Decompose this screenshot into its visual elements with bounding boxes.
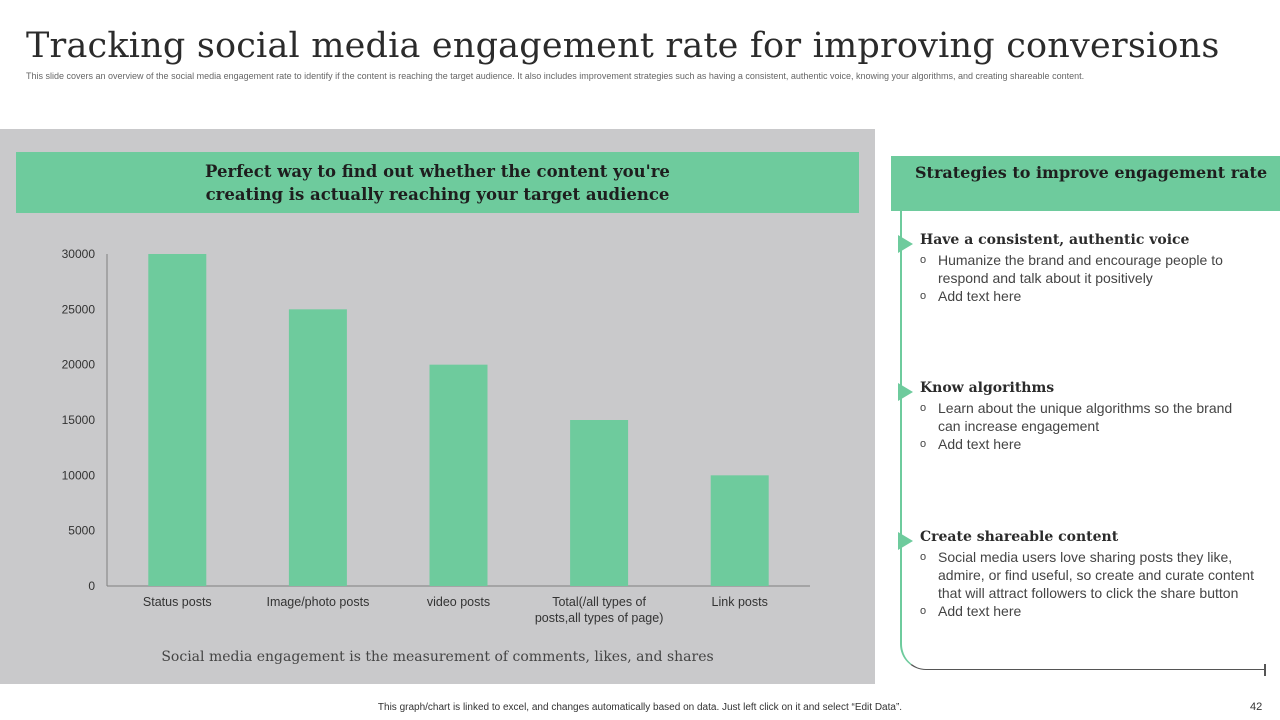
arrow-marker-icon: [898, 383, 913, 401]
strategy-point: o Humanize the brand and encourage people…: [920, 252, 1223, 286]
y-tick-label: 15000: [62, 413, 96, 427]
strategy-point: o Add text here: [920, 603, 1022, 619]
x-tick-label: video posts: [427, 595, 490, 609]
strategy-point: o Add text here: [920, 288, 1022, 304]
x-tick-label: Status posts: [143, 595, 212, 609]
strategy-shareable-content: Create shareable content o Social media u…: [898, 528, 1258, 620]
strategy-title: Know algorithms: [920, 380, 1055, 396]
x-tick-label: Link posts: [712, 595, 768, 609]
strategy-point: o Social media users love sharing posts t…: [920, 549, 1254, 601]
y-tick-label: 5000: [68, 524, 95, 538]
strategy-title: Have a consistent, authentic voice: [920, 232, 1190, 248]
strategy-title: Create shareable content: [920, 529, 1119, 545]
arrow-marker-icon: [898, 532, 913, 550]
circle-bullet-icon: o: [920, 438, 927, 450]
bar: [429, 364, 488, 586]
circle-bullet-icon: o: [920, 290, 927, 302]
bar: [570, 420, 629, 586]
engagement-bar-chart[interactable]: 0 5000 10000 15000 20000 25000 30000 Status pos…: [0, 129, 875, 649]
x-tick-label: Image/photo posts: [266, 595, 369, 609]
circle-bullet-icon: o: [920, 551, 927, 563]
circle-bullet-icon: o: [920, 605, 927, 617]
page-number: 42: [1250, 701, 1263, 713]
y-tick-label: 0: [88, 579, 95, 593]
strategy-consistent-voice: Have a consistent, authentic voice o Huma…: [898, 231, 1258, 305]
timeline-connector: [900, 211, 1266, 670]
y-tick-label: 10000: [62, 468, 96, 482]
footer-note: This graph/chart is linked to excel, and…: [377, 702, 903, 713]
strategy-know-algorithms: Know algorithms o Learn about the unique …: [898, 379, 1258, 453]
chart-panel-header: Perfect way to find out whether the cont…: [16, 152, 859, 213]
y-tick-label: 25000: [62, 302, 96, 316]
circle-bullet-icon: o: [920, 254, 927, 266]
slide-title: Tracking social media engagement rate fo…: [26, 26, 1220, 66]
bar: [148, 254, 207, 586]
arrow-marker-icon: [898, 235, 913, 253]
x-tick-label: Total(/all types of: [552, 595, 646, 609]
bar: [288, 309, 347, 586]
circle-bullet-icon: o: [920, 402, 927, 414]
chart-panel: Perfect way to find out whether the cont…: [0, 129, 875, 684]
y-tick-label: 20000: [62, 358, 96, 372]
x-tick-label: posts,all types of page): [535, 611, 664, 625]
y-tick-label: 30000: [62, 247, 96, 261]
chart-caption: Social media engagement is the measureme…: [161, 649, 714, 665]
slide-subtitle: This slide covers an overview of the soc…: [26, 71, 1085, 81]
timeline-end-tick: [1264, 664, 1266, 676]
strategy-point: o Learn about the unique algorithms so th…: [920, 400, 1233, 434]
strategies-header: Strategies to improve engagement rate: [891, 156, 1280, 211]
bar: [710, 475, 769, 586]
strategy-point: o Add text here: [920, 436, 1022, 452]
